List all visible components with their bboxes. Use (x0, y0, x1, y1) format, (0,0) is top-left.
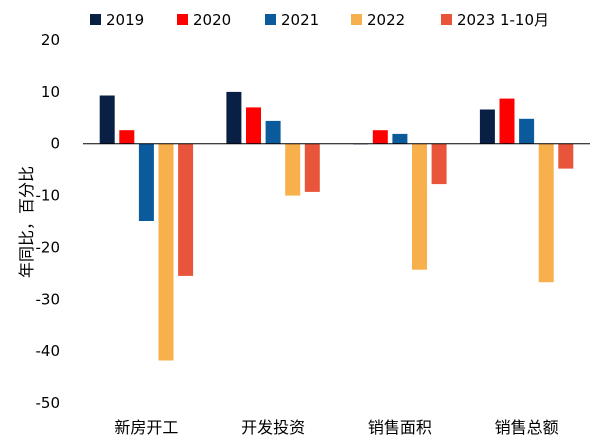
legend-label: 2023 1-10月 (457, 11, 549, 29)
y-tick-label: -30 (36, 290, 61, 308)
category-label: 开发投资 (241, 418, 305, 437)
bars (99, 91, 574, 361)
bar-销售总额-2022 (538, 143, 554, 283)
bar-销售面积-2023 1-10月 (431, 143, 447, 185)
legend-label: 2021 (281, 11, 319, 29)
bar-新房开工-2020 (119, 130, 135, 144)
legend-swatch (265, 14, 276, 25)
bar-新房开工-2021 (138, 143, 154, 221)
bar-开发投资-2020 (246, 107, 261, 144)
legend-label: 2019 (106, 11, 144, 29)
y-tick-label: -20 (36, 238, 61, 256)
bar-销售总额-2021 (519, 118, 535, 144)
y-tick-label: -40 (36, 342, 61, 360)
y-tick-label: -10 (36, 187, 61, 205)
bar-开发投资-2023 1-10月 (304, 143, 320, 192)
bar-销售面积-2021 (392, 133, 408, 144)
legend-swatch (177, 14, 188, 25)
legend-swatch (441, 14, 452, 25)
bar-开发投资-2022 (285, 143, 301, 196)
x-axis-labels: 新房开工 开发投资 销售面积 销售总额 (114, 418, 558, 437)
legend-swatch (351, 14, 362, 25)
bar-销售面积-2022 (412, 143, 427, 270)
bar-销售总额-2023 1-10月 (558, 143, 574, 169)
legend-swatch (90, 14, 101, 25)
bar-开发投资-2019 (226, 91, 242, 144)
bar-新房开工-2019 (99, 95, 115, 144)
y-tick-label: -50 (36, 394, 61, 412)
y-axis-label: 年同比，百分比 (17, 166, 36, 278)
category-label: 销售总额 (495, 418, 559, 437)
bar-新房开工-2022 (158, 143, 174, 361)
y-tick-label: 20 (41, 31, 60, 49)
y-tick-label: 10 (41, 83, 60, 101)
bar-销售总额-2020 (499, 98, 515, 144)
bar-新房开工-2023 1-10月 (178, 143, 194, 276)
y-tick-label: 0 (50, 135, 60, 153)
bar-开发投资-2021 (265, 120, 281, 144)
bar-销售面积-2020 (372, 130, 388, 144)
bar-销售总额-2019 (479, 109, 495, 144)
category-label: 销售面积 (368, 418, 432, 437)
category-label: 新房开工 (114, 418, 178, 437)
legend-label: 2020 (193, 11, 231, 29)
y-axis-ticks: 20 10 0 -10 -20 -30 -40 -50 (36, 31, 61, 412)
legend: 2019 2020 2021 2022 2023 1-10月 (90, 11, 549, 29)
legend-label: 2022 (367, 11, 405, 29)
